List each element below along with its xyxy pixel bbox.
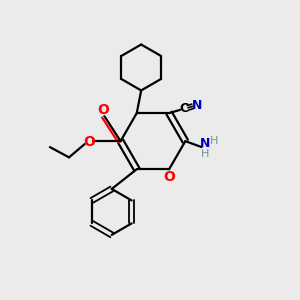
Text: O: O — [163, 169, 175, 184]
Text: C: C — [179, 103, 188, 116]
Text: O: O — [97, 103, 109, 117]
Text: O: O — [84, 135, 96, 149]
Text: H: H — [201, 148, 209, 158]
Text: H: H — [210, 136, 218, 146]
Text: N: N — [200, 137, 210, 150]
Text: N: N — [192, 99, 202, 112]
